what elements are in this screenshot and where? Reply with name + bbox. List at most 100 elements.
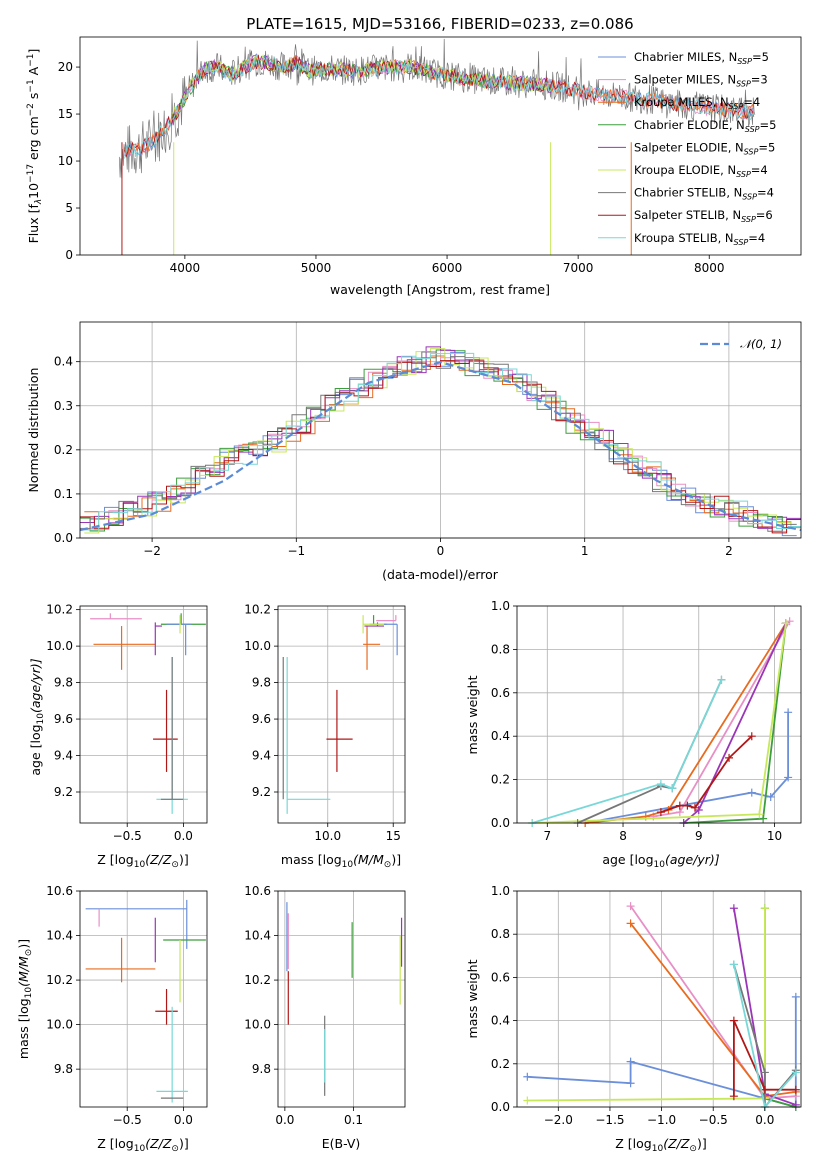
weight-marker <box>729 1016 738 1025</box>
weight-marker <box>683 801 692 810</box>
weight-series <box>531 679 723 824</box>
weight-marker <box>717 675 726 684</box>
histogram-series <box>80 351 797 532</box>
y-tick-label: 10 <box>58 154 73 168</box>
y-tick-label: 0.0 <box>54 531 73 545</box>
residual-ylabel: Normed distribution <box>26 368 41 493</box>
spectrum-panel: 4000 5000 6000 7000 8000 0 5 10 15 20 wavelength … <box>26 36 802 297</box>
figure-title: PLATE=1615, MJD=53166, FIBERID=0233, z=0… <box>246 15 633 33</box>
y-tick-label: 9.8 <box>54 676 73 690</box>
weight-marker <box>656 779 665 788</box>
x-tick-label: 0.0 <box>755 1113 774 1127</box>
x-tick-label: −2.0 <box>544 1113 573 1127</box>
panel-frame <box>79 605 208 824</box>
histogram-series <box>80 352 797 537</box>
weight-marker <box>725 753 734 762</box>
y-tick-label: 9.8 <box>54 1062 73 1076</box>
y-tick-label: 0.2 <box>491 1057 510 1071</box>
age-weight-panel: 7 8 9 10 0.0 0.2 0.4 0.6 0.8 1.0 <box>491 599 802 843</box>
legend-entry: Salpeter STELIB, NSSP=6 <box>634 208 773 224</box>
weight-marker <box>729 1092 738 1101</box>
x-tick-label: 5000 <box>301 261 332 275</box>
legend-entry: Salpeter MILES, NSSP=3 <box>634 73 768 89</box>
weight-marker <box>781 619 790 628</box>
y-tick-label: 0 <box>65 248 73 262</box>
weight-marker <box>626 902 635 911</box>
weight-marker <box>791 1085 800 1094</box>
y-tick-label: 0.0 <box>491 816 510 830</box>
weight-marker <box>791 1100 800 1109</box>
x-tick-label: −1.0 <box>647 1113 676 1127</box>
y-tick-label: 0.2 <box>491 773 510 787</box>
spectrum-ticks: 4000 5000 6000 7000 8000 0 5 10 15 20 <box>58 60 725 275</box>
y-tick-label: 10.0 <box>46 1018 73 1032</box>
ebv-mass-panel: 0.0 0.1 9.8 10.0 10.2 10.4 10.6 <box>244 884 406 1127</box>
weight-marker <box>791 992 800 1001</box>
x-tick-label: 8 <box>619 829 627 843</box>
x-tick-label: 10 <box>767 829 782 843</box>
y-tick-label: 10.6 <box>46 884 73 898</box>
legend-entry: Kroupa STELIB, NSSP=4 <box>634 231 765 247</box>
weight-ylabel-top: mass weight <box>465 675 480 754</box>
weight-marker <box>656 808 665 817</box>
panel-frame <box>277 890 406 1108</box>
x-tick-label: 6000 <box>432 261 463 275</box>
y-tick-label: 0.4 <box>491 729 510 743</box>
spectrum-lines <box>118 38 756 255</box>
spectrum-xlabel: wavelength [Angstrom, rest frame] <box>330 282 550 297</box>
y-tick-label: 9.6 <box>252 712 271 726</box>
legend-entry: Chabrier MILES, NSSP=5 <box>634 50 769 66</box>
x-tick-label: 7 <box>543 829 551 843</box>
mass-age-panel: 10.0 15 9.2 9.4 9.6 9.8 10.0 10.2 <box>244 603 406 843</box>
weight-marker <box>690 803 699 812</box>
weight-marker <box>523 1072 532 1081</box>
y-tick-label: 1.0 <box>491 599 510 613</box>
y-tick-label: 20 <box>58 60 73 74</box>
x-tick-label: 0.0 <box>275 1113 294 1127</box>
legend-entry: Chabrier STELIB, NSSP=4 <box>634 186 774 202</box>
y-tick-label: 10.6 <box>244 884 271 898</box>
weight-marker <box>626 919 635 928</box>
weight-marker <box>729 960 738 969</box>
x-tick-label: 15 <box>386 829 401 843</box>
x-tick-label: 8000 <box>694 261 725 275</box>
residual-xlabel: (data-model)/error <box>382 567 499 582</box>
x-tick-label: 10.0 <box>314 829 341 843</box>
spectrum-series <box>171 53 552 114</box>
z-xlabel-weight: Z [log10(Z/Z⊙)] <box>615 1136 706 1154</box>
y-tick-label: 1.0 <box>491 884 510 898</box>
y-tick-label: 9.4 <box>252 749 271 763</box>
x-tick-label: 9 <box>695 829 703 843</box>
y-tick-label: 0.2 <box>54 443 73 457</box>
gaussian-legend-label: 𝒩(0, 1) <box>740 337 782 351</box>
x-tick-label: −2 <box>143 544 161 558</box>
weight-series <box>660 735 753 813</box>
x-tick-label: 4000 <box>170 261 201 275</box>
x-tick-label: 1 <box>581 544 589 558</box>
weight-marker <box>747 732 756 741</box>
weight-marker <box>523 1096 532 1105</box>
z-mass-panel: −0.5 0.0 9.8 10.0 10.2 10.4 10.6 <box>46 884 208 1127</box>
y-tick-label: 10.0 <box>46 639 73 653</box>
x-tick-label: 0.0 <box>174 829 193 843</box>
panel-frame <box>79 890 208 1108</box>
legend-entry: Chabrier ELODIE, NSSP=5 <box>634 118 776 134</box>
y-tick-label: 0.8 <box>491 927 510 941</box>
x-tick-label: 2 <box>725 544 733 558</box>
y-tick-label: 5 <box>65 201 73 215</box>
weight-marker <box>784 708 793 717</box>
y-tick-label: 10.2 <box>46 973 73 987</box>
weight-marker <box>785 617 794 626</box>
histogram-series <box>80 349 797 532</box>
y-tick-label: 9.2 <box>252 785 271 799</box>
weight-marker <box>759 814 768 823</box>
spectrum-ylabel: Flux [fλ10−17 erg cm−2 s−1 A−1] <box>26 49 44 244</box>
x-tick-label: −0.5 <box>113 829 142 843</box>
y-tick-label: 0.4 <box>491 1014 510 1028</box>
weight-series <box>527 908 766 1102</box>
weight-ylabel-bottom: mass weight <box>465 959 480 1038</box>
y-tick-label: 10.0 <box>244 639 271 653</box>
spectrum-series <box>124 53 754 159</box>
x-tick-label: −0.5 <box>113 1113 142 1127</box>
